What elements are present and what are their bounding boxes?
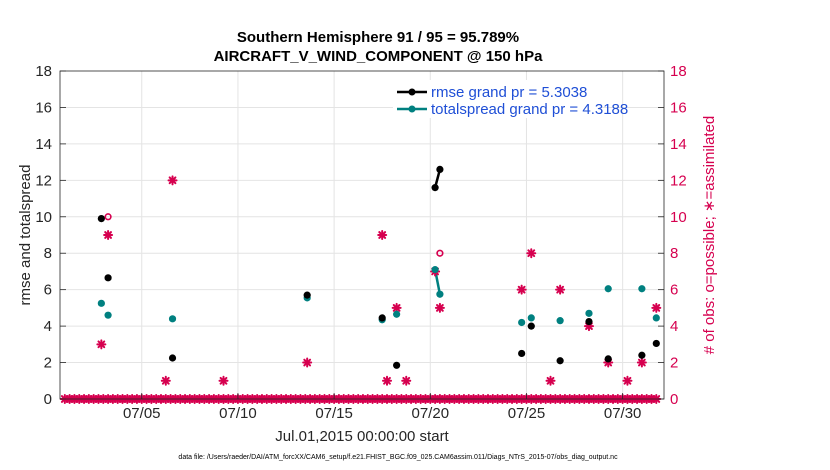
y-tick-label-right: 16 — [670, 99, 687, 116]
legend-spread-label: totalspread grand pr = 4.3188 — [431, 101, 628, 118]
y-tick-label-left: 2 — [44, 355, 52, 372]
spread-point — [652, 314, 660, 322]
obs-assimilated-marker — [391, 302, 402, 313]
obs-assimilated-marker — [160, 375, 171, 386]
y-tick-label-left: 0 — [44, 391, 52, 408]
x-tick-label: 07/30 — [604, 405, 642, 422]
rmse-point — [378, 314, 386, 322]
x-tick-label: 07/05 — [123, 405, 161, 422]
data-file-footer: data file: /Users/raeder/DAI/ATM_forcXX/… — [178, 454, 618, 461]
obs-assimilated-marker — [651, 302, 662, 313]
obs-assimilated-marker — [401, 375, 412, 386]
spread-point — [604, 285, 612, 293]
rmse-point — [104, 274, 112, 282]
y-axis-label-right: # of obs: o=possible; ∗=assimilated — [701, 116, 718, 355]
rmse-point — [652, 339, 660, 348]
y-tick-label-left: 6 — [44, 282, 52, 299]
x-tick-label: 07/25 — [508, 405, 546, 422]
rmse-point — [556, 357, 564, 365]
y-tick-label-right: 6 — [670, 282, 678, 299]
spread-point — [104, 311, 112, 319]
rmse-point — [585, 317, 593, 326]
legend-rmse-label: rmse grand pr = 5.3038 — [431, 84, 587, 101]
obs-assimilated-marker — [96, 339, 107, 350]
spread-point — [393, 310, 401, 318]
rmse-point — [604, 355, 612, 363]
x-tick-label: 07/15 — [315, 405, 353, 422]
spread-point — [585, 309, 593, 317]
rmse-point — [393, 361, 401, 369]
y-tick-label-right: 18 — [670, 63, 687, 80]
obs-assimilated-marker — [636, 357, 647, 368]
chart-title-line2: AIRCRAFT_V_WIND_COMPONENT @ 150 hPa — [214, 48, 544, 65]
rmse-point — [436, 165, 444, 173]
y-tick-label-right: 12 — [670, 172, 687, 189]
y-tick-label-right: 0 — [670, 391, 678, 408]
plot-frame — [59, 70, 665, 400]
y-tick-label-left: 4 — [44, 318, 52, 335]
y-tick-label-right: 4 — [670, 318, 678, 335]
obs-assimilated-marker — [516, 284, 527, 295]
obs-assimilated-marker — [526, 248, 537, 259]
y-tick-label-right: 10 — [670, 209, 687, 226]
y-tick-label-left: 10 — [35, 209, 52, 226]
y-tick-label-left: 8 — [44, 245, 52, 262]
spread-point — [556, 317, 564, 325]
y-axis-label-left: rmse and totalspread — [17, 165, 34, 306]
y-tick-label-right: 8 — [670, 245, 678, 262]
obs-possible-marker — [436, 249, 444, 257]
y-tick-label-right: 2 — [670, 355, 678, 372]
obs-assimilated-marker — [302, 357, 313, 368]
rmse-point — [518, 349, 526, 358]
y-tick-label-right: 14 — [670, 136, 687, 153]
grid-lines — [60, 71, 664, 399]
y-tick-label-left: 14 — [35, 136, 52, 153]
legend: rmse grand pr = 5.3038 totalspread grand… — [393, 80, 628, 118]
spread-point — [638, 285, 646, 293]
obs-possible-marker — [104, 213, 112, 221]
legend-spread-marker — [408, 105, 416, 113]
x-tick-label: 07/20 — [412, 405, 450, 422]
spread-point — [527, 314, 535, 322]
obs-assimilated-marker — [167, 175, 178, 186]
rmse-point — [303, 291, 311, 299]
spread-point — [97, 299, 105, 307]
spread-point — [168, 315, 177, 323]
x-axis-label: Jul.01,2015 00:00:00 start — [275, 428, 449, 445]
rmse-point — [638, 351, 646, 359]
obs-assimilated-marker — [377, 230, 388, 240]
obs-assimilated-marker — [555, 284, 566, 295]
plot-area — [60, 71, 664, 399]
y-tick-label-left: 12 — [35, 172, 52, 189]
rmse-point — [527, 322, 535, 330]
obs-assimilated-marker — [103, 230, 114, 240]
y-tick-label-left: 18 — [35, 63, 52, 80]
axis-ticks: 0 0 2 2 4 4 6 6 8 8 10 10 12 12 14 14 16 16 18 18 07/05 07/10… — [35, 63, 686, 422]
spread-point — [431, 266, 439, 274]
y-tick-label-left: 16 — [35, 99, 52, 116]
rmse-point — [431, 184, 439, 192]
x-tick-label: 07/10 — [219, 405, 257, 422]
rmse-point — [168, 354, 177, 362]
rmse-point — [97, 215, 105, 223]
obs-assimilated-marker — [545, 375, 556, 386]
obs-assimilated-marker — [218, 375, 229, 386]
obs-assimilated-marker — [622, 375, 633, 386]
spread-point — [518, 318, 526, 327]
chart-title-line1: Southern Hemisphere 91 / 95 = 95.789% — [237, 29, 519, 46]
obs-assimilated-marker — [434, 302, 445, 313]
spread-point — [436, 290, 444, 298]
legend-box — [393, 80, 599, 118]
obs-assimilated-marker — [382, 375, 393, 386]
legend-rmse-marker — [408, 88, 416, 96]
